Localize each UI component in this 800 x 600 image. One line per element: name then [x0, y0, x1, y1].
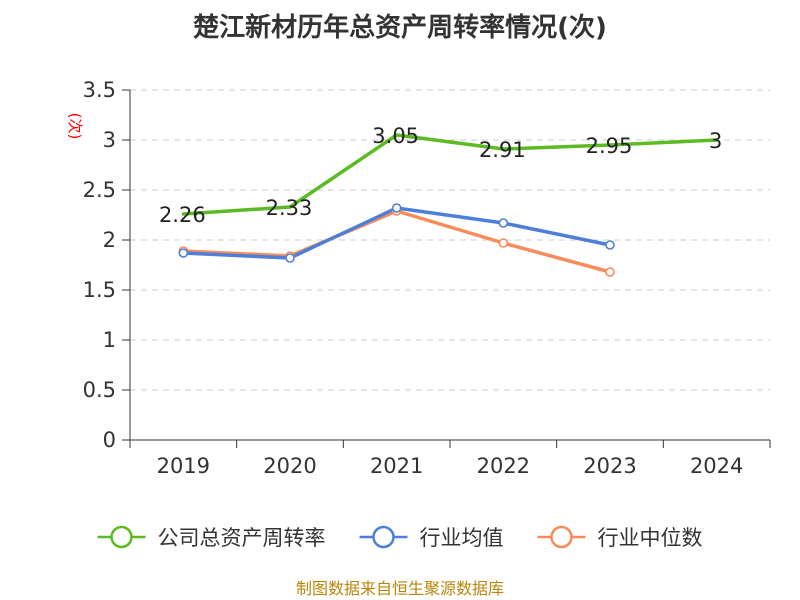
- data-point: [605, 267, 615, 277]
- data-label: 2.33: [266, 196, 313, 220]
- y-tick-label: 1: [103, 328, 116, 352]
- y-tick-label: 3.5: [83, 78, 116, 102]
- y-tick-label: 2: [103, 228, 116, 252]
- legend-label: 行业中位数: [598, 526, 703, 550]
- series-labels: 2.26 2.33 3.05 2.91 2.95 3: [159, 124, 722, 227]
- y-tick-label: 3: [103, 128, 116, 152]
- x-tick-label: 2020: [263, 454, 316, 478]
- series-line: [181, 133, 719, 216]
- footer-source: 制图数据来自恒生聚源数据库: [296, 579, 504, 598]
- legend-label: 行业均值: [420, 526, 504, 550]
- series-line: [181, 209, 612, 274]
- series-lines: [181, 133, 719, 274]
- data-label: 3: [709, 129, 722, 153]
- legend-circle-icon: [550, 525, 573, 549]
- x-tick-label: 2019: [157, 454, 210, 478]
- data-label: 2.26: [159, 203, 206, 227]
- data-point: [178, 248, 189, 258]
- legend-item: 行业中位数: [537, 525, 703, 550]
- data-point: [605, 240, 615, 250]
- y-tick-label: 2.5: [83, 178, 116, 202]
- x-tick-label: 2023: [583, 454, 636, 478]
- y-tick-label: 1.5: [83, 278, 116, 302]
- y-axis-ticks: 0 0.5 1 1.5 2 2.5 3 3.5: [83, 78, 130, 452]
- chart-title: 楚江新材历年总资产周转率情况(次): [193, 12, 607, 43]
- x-tick-label: 2022: [477, 454, 530, 478]
- legend-circle-icon: [110, 525, 133, 549]
- y-axis-label: (次): [66, 113, 84, 140]
- x-tick-label: 2024: [690, 454, 743, 478]
- data-label: 2.95: [586, 134, 633, 158]
- data-point: [498, 218, 509, 228]
- grid-lines: [130, 89, 770, 391]
- legend-item: 公司总资产周转率: [97, 525, 326, 550]
- x-tick-label: 2021: [370, 454, 423, 478]
- x-axis-ticks: 2019 2020 2021 2022 2023 2024: [129, 440, 771, 478]
- y-tick-label: 0.5: [83, 378, 116, 402]
- legend: 公司总资产周转率 行业均值 行业中位数: [97, 525, 703, 550]
- legend-circle-icon: [372, 525, 395, 549]
- data-point: [391, 203, 402, 213]
- series-markers: [178, 203, 615, 277]
- legend-label: 公司总资产周转率: [158, 526, 326, 550]
- data-point: [285, 253, 295, 263]
- data-label: 2.91: [479, 138, 526, 162]
- legend-item: 行业均值: [359, 525, 504, 550]
- data-point: [498, 238, 509, 248]
- data-label: 3.05: [372, 124, 419, 148]
- y-tick-label: 0: [103, 428, 116, 452]
